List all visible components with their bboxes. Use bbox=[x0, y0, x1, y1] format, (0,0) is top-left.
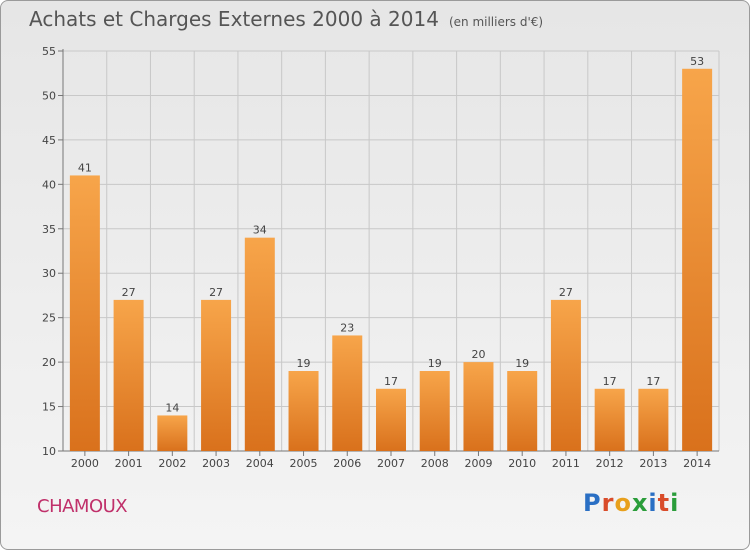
y-tick-label: 55 bbox=[42, 45, 56, 58]
bar bbox=[332, 335, 363, 451]
x-tick-label: 2008 bbox=[421, 457, 449, 470]
bar-value-label: 53 bbox=[690, 55, 704, 68]
bar bbox=[507, 371, 538, 451]
bar-value-label: 14 bbox=[165, 401, 179, 414]
bar-value-label: 27 bbox=[559, 286, 573, 299]
x-tick-label: 2006 bbox=[333, 457, 361, 470]
chart-title-text: Achats et Charges Externes 2000 à 2014 bbox=[29, 7, 439, 31]
y-tick-label: 10 bbox=[42, 445, 56, 458]
x-tick-label: 2009 bbox=[464, 457, 492, 470]
bar bbox=[638, 388, 669, 451]
x-tick-label: 2011 bbox=[552, 457, 580, 470]
bar bbox=[594, 388, 625, 451]
bar-value-label: 19 bbox=[297, 357, 311, 370]
y-tick-label: 50 bbox=[42, 89, 56, 102]
bar-value-label: 20 bbox=[471, 348, 485, 361]
bar-value-label: 17 bbox=[603, 375, 617, 388]
bar-value-label: 27 bbox=[122, 286, 136, 299]
commune-name: CHAMOUX bbox=[37, 496, 128, 517]
brand-letter: x bbox=[631, 489, 649, 517]
bar-value-label: 19 bbox=[515, 357, 529, 370]
y-tick-label: 25 bbox=[42, 312, 56, 325]
bars bbox=[69, 68, 713, 452]
bar bbox=[69, 175, 100, 451]
bar-value-label: 23 bbox=[340, 321, 354, 334]
x-tick-label: 2012 bbox=[596, 457, 624, 470]
x-tick-label: 2003 bbox=[202, 457, 230, 470]
brand-letter: P bbox=[583, 489, 602, 517]
bar bbox=[463, 362, 494, 451]
x-tick-label: 2000 bbox=[71, 457, 99, 470]
chart-subtitle: (en milliers d'€) bbox=[448, 15, 544, 29]
labels: 10 15 20 25 30 35 40 45 50 55 41 2000 27 2001 14 2002 27… bbox=[42, 45, 711, 470]
bar bbox=[201, 299, 232, 451]
bar bbox=[288, 371, 319, 451]
x-tick-label: 2010 bbox=[508, 457, 536, 470]
bar bbox=[244, 237, 275, 451]
brand-letter: i bbox=[670, 489, 680, 517]
bar bbox=[419, 371, 450, 451]
x-tick-label: 2001 bbox=[115, 457, 143, 470]
brand-letter: t bbox=[657, 489, 671, 517]
y-tick-label: 40 bbox=[42, 178, 56, 191]
bar-value-label: 17 bbox=[384, 375, 398, 388]
bar-value-label: 17 bbox=[646, 375, 660, 388]
bar-value-label: 27 bbox=[209, 286, 223, 299]
brand-logo: Proxiti bbox=[583, 489, 679, 517]
brand-letter: o bbox=[614, 489, 632, 517]
x-tick-label: 2002 bbox=[158, 457, 186, 470]
bar bbox=[682, 68, 713, 452]
x-tick-label: 2013 bbox=[639, 457, 667, 470]
x-tick-label: 2014 bbox=[683, 457, 711, 470]
bar bbox=[550, 299, 581, 451]
y-tick-label: 15 bbox=[42, 401, 56, 414]
brand-letter: i bbox=[648, 489, 658, 517]
bar-value-label: 41 bbox=[78, 161, 92, 174]
bar bbox=[376, 388, 406, 451]
y-tick-label: 30 bbox=[42, 267, 56, 280]
bar bbox=[157, 415, 188, 451]
bar bbox=[113, 299, 144, 451]
x-tick-label: 2004 bbox=[246, 457, 274, 470]
x-tick-label: 2007 bbox=[377, 457, 405, 470]
bar-value-label: 34 bbox=[253, 224, 267, 237]
y-tick-label: 35 bbox=[42, 223, 56, 236]
chart-title: Achats et Charges Externes 2000 à 2014 (e… bbox=[29, 7, 543, 31]
x-tick-label: 2005 bbox=[290, 457, 318, 470]
y-tick-label: 20 bbox=[42, 356, 56, 369]
y-tick-label: 45 bbox=[42, 134, 56, 147]
brand-letter: r bbox=[601, 489, 615, 517]
bar-value-label: 19 bbox=[428, 357, 442, 370]
